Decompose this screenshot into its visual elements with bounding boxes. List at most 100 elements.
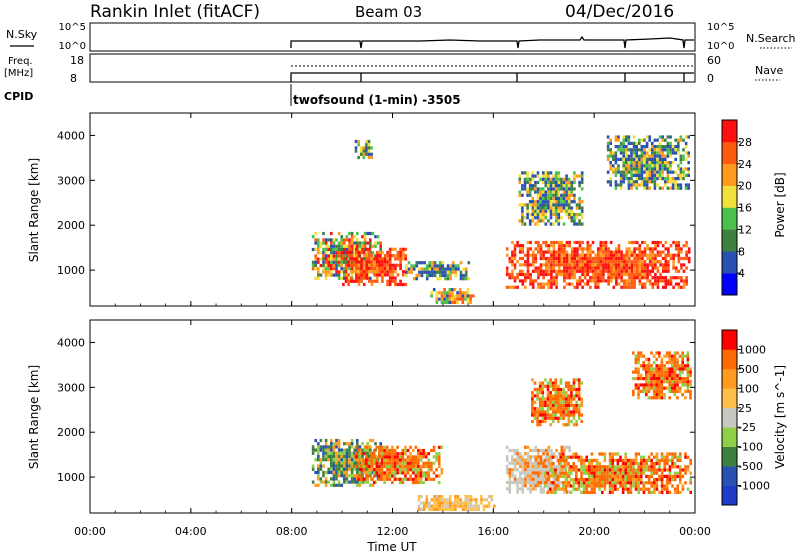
heatmap-cell [635, 151, 638, 155]
heatmap-cell [565, 193, 568, 197]
heatmap-cell [381, 263, 384, 267]
heatmap-cell [568, 244, 571, 248]
heatmap-cell [354, 149, 358, 153]
heatmap-cell [367, 468, 371, 472]
heatmap-cell [370, 461, 373, 465]
heatmap-cell [656, 170, 659, 174]
heatmap-cell [555, 282, 558, 286]
heatmap-cell [547, 448, 551, 453]
heatmap-cell [435, 297, 439, 301]
heatmap-cell [575, 212, 579, 217]
heatmap-cell [604, 269, 608, 273]
heatmap-cell [665, 373, 669, 377]
heatmap-cell [653, 164, 657, 168]
heatmap-cell [544, 171, 548, 175]
heatmap-cell [576, 269, 579, 273]
heatmap-cell [367, 458, 371, 462]
heatmap-cell [385, 468, 389, 472]
heatmap-cell [524, 480, 527, 485]
heatmap-cell [565, 480, 569, 485]
heatmap-cell [372, 455, 376, 459]
heatmap-cell [634, 361, 638, 365]
heatmap-cell [668, 474, 672, 478]
heatmap-cell [679, 468, 682, 472]
heatmap-cell [575, 203, 579, 207]
heatmap-cell [357, 143, 360, 147]
heatmap-cell [337, 454, 341, 459]
heatmap-cell [572, 465, 575, 469]
heatmap-cell [562, 190, 566, 194]
heatmap-cell [648, 272, 652, 277]
heatmap-cell [640, 151, 644, 155]
heatmap-cell [606, 465, 609, 469]
heatmap-cell [376, 235, 380, 239]
heatmap-cell [586, 250, 590, 254]
heatmap-cell [344, 263, 348, 267]
heatmap-cell [575, 407, 578, 411]
heatmap-cell [619, 180, 623, 184]
heatmap-cell [511, 240, 514, 245]
heatmap-cell [619, 173, 623, 177]
heatmap-cell [438, 501, 442, 505]
heatmap-cell [365, 139, 368, 144]
heatmap-cell [546, 391, 550, 395]
heatmap-cell [619, 468, 622, 472]
heatmap-cell [544, 250, 548, 254]
heatmap-cell [672, 266, 675, 270]
noise-left-tick-top: 10^5 [59, 22, 86, 33]
heatmap-cell [633, 250, 636, 254]
heatmap-cell [656, 244, 660, 248]
heatmap-cell [539, 193, 542, 197]
heatmap-cell [664, 285, 668, 289]
heatmap-cell [362, 464, 366, 469]
heatmap-cell [383, 273, 387, 277]
heatmap-cell [511, 256, 514, 261]
heatmap-cell [676, 361, 679, 365]
heatmap-cell [379, 244, 382, 248]
heatmap-cell [615, 266, 618, 270]
heatmap-cell [459, 261, 463, 265]
heatmap-cell [678, 389, 682, 393]
heatmap-cell [340, 276, 343, 280]
heatmap-cell [547, 285, 551, 289]
heatmap-cell [537, 272, 540, 277]
heatmap-cell [577, 478, 581, 482]
heatmap-cell [619, 151, 623, 155]
heatmap-cell [678, 367, 682, 371]
heatmap-cell [647, 465, 651, 469]
heatmap-cell [544, 461, 548, 465]
heatmap-cell [324, 263, 328, 268]
heatmap-cell [454, 270, 458, 274]
heatmap-cell [648, 161, 651, 165]
heatmap-cell [559, 471, 562, 475]
heatmap-cell [367, 149, 371, 153]
heatmap-cell [451, 261, 455, 265]
heatmap-cell [573, 200, 576, 204]
heatmap-cell [625, 282, 629, 286]
heatmap-cell [350, 467, 354, 471]
heatmap-cell [354, 445, 358, 449]
heatmap-cell [332, 477, 336, 481]
heatmap-cell [430, 468, 433, 472]
heatmap-cell [355, 263, 358, 267]
heatmap-cell [352, 260, 356, 264]
heatmap-cell [676, 357, 679, 361]
heatmap-cell [557, 203, 561, 207]
heatmap-cell [689, 373, 692, 377]
heatmap-cell [630, 151, 633, 155]
heatmap-cell [355, 247, 358, 251]
heatmap-cell [637, 478, 640, 482]
heatmap-cell [526, 171, 529, 175]
heatmap-cell [521, 222, 524, 226]
heatmap-cell [578, 260, 582, 264]
heatmap-cell [324, 470, 328, 475]
heatmap-cell [550, 480, 553, 485]
heatmap-cell [458, 288, 462, 292]
heatmap-cell [658, 151, 662, 155]
heatmap-cell [551, 397, 555, 401]
heatmap-cell [563, 253, 566, 257]
heatmap-cell [565, 184, 568, 188]
heatmap-cell [679, 452, 682, 456]
heatmap-cell [383, 455, 386, 459]
heatmap-cell [672, 240, 675, 245]
